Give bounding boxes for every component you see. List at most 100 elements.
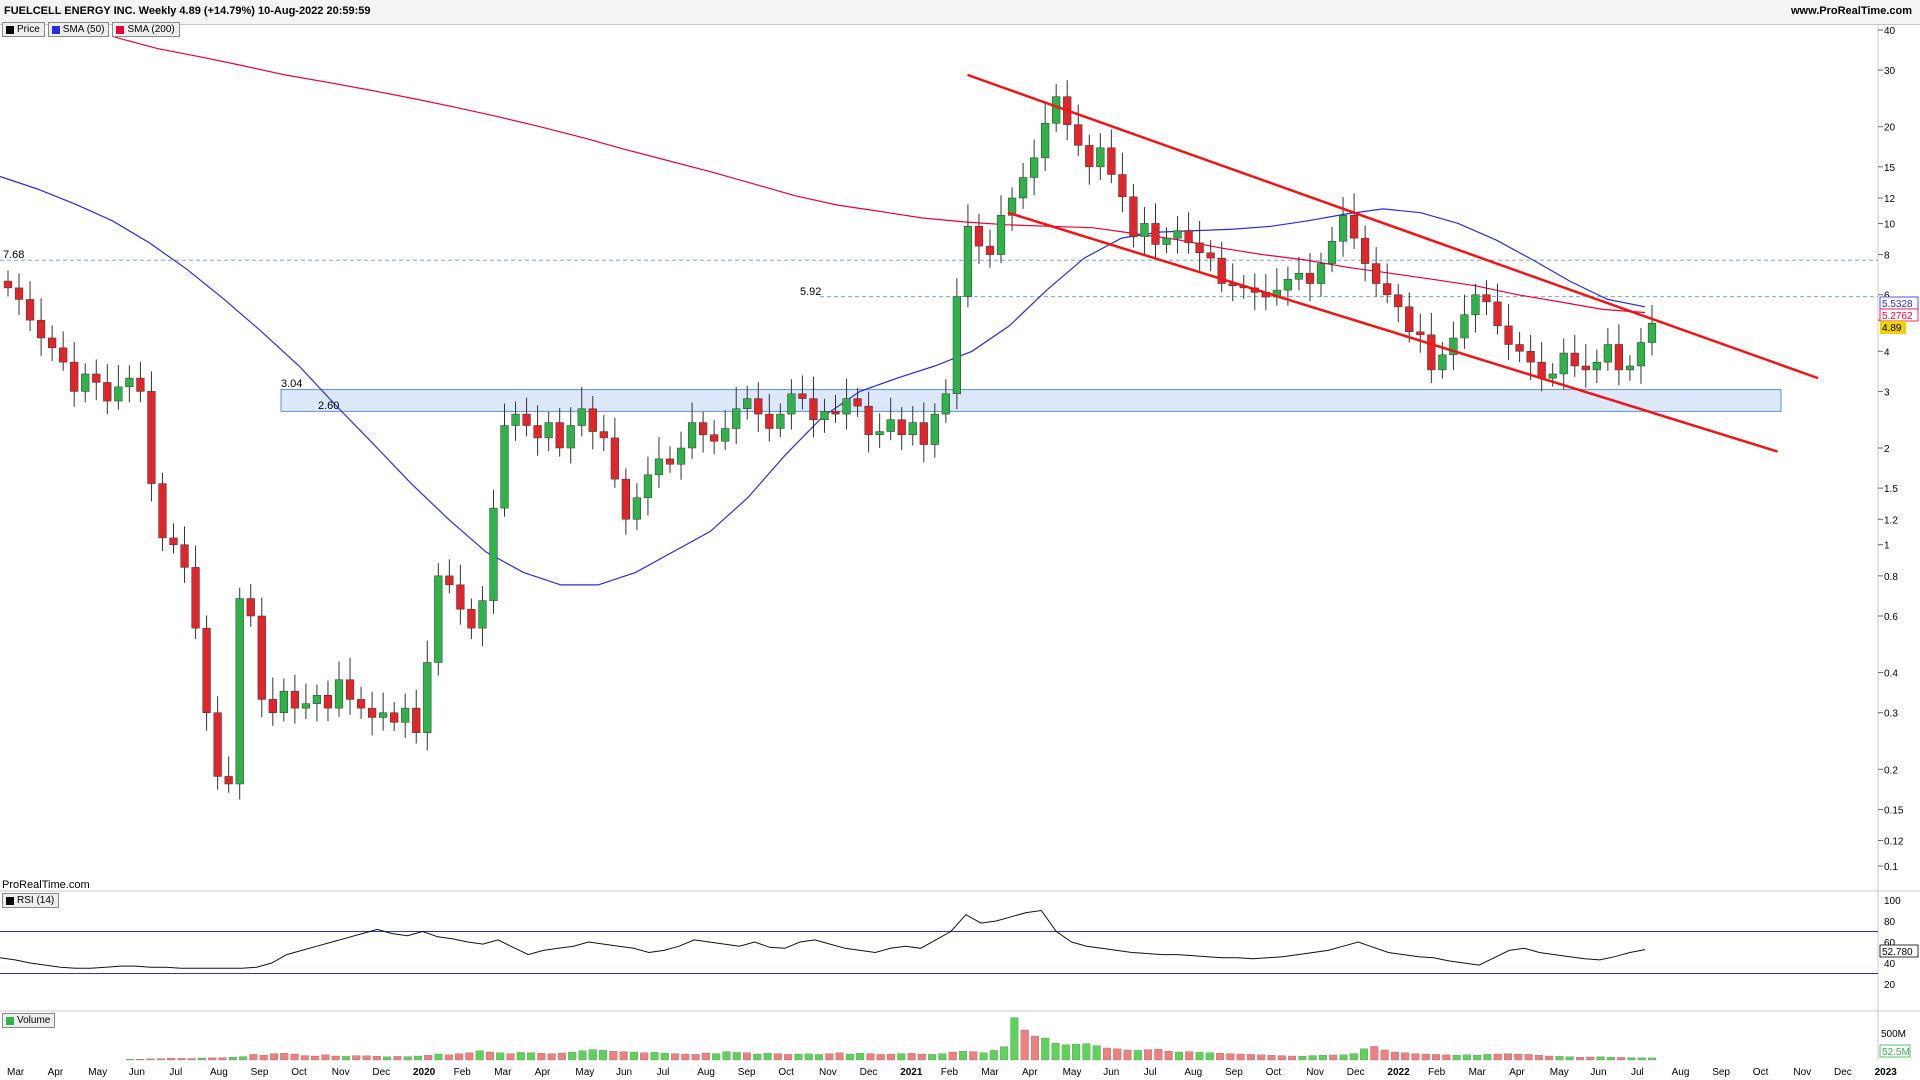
volume-bar	[1596, 1056, 1605, 1061]
volume-bar	[969, 1051, 978, 1061]
candle-down	[599, 431, 608, 439]
month-label: Jul	[1144, 1067, 1157, 1078]
candle-down	[1504, 325, 1513, 345]
rsi-label-text: RSI (14)	[17, 895, 55, 906]
last-price-tag: 4.89	[1882, 323, 1902, 334]
legend-sma200[interactable]: SMA (200)	[112, 22, 180, 37]
volume-bar	[1308, 1055, 1317, 1061]
volume-bar	[455, 1053, 464, 1061]
volume-bar	[1257, 1054, 1266, 1061]
volume-bar	[1113, 1048, 1122, 1061]
rsi-tick-label: 80	[1884, 917, 1896, 928]
candle-up	[544, 422, 553, 439]
volume-bar	[886, 1053, 896, 1061]
candle-down	[974, 226, 984, 247]
volume-bar	[979, 1052, 988, 1061]
legend-sma50[interactable]: SMA (50)	[47, 22, 110, 37]
volume-bar	[856, 1053, 865, 1061]
month-label: Dec	[1347, 1067, 1365, 1078]
volume-bar	[845, 1053, 854, 1061]
candle-up	[1460, 314, 1469, 339]
rsi-line	[0, 909, 1646, 969]
price-tick-label: 0.3	[1884, 709, 1898, 720]
candle-down	[1349, 215, 1359, 239]
volume-bar	[331, 1055, 340, 1061]
month-label: Jul	[1631, 1067, 1644, 1078]
volume-bar	[1082, 1043, 1091, 1061]
volume-bar	[1432, 1054, 1441, 1061]
rsi-swatch	[6, 896, 14, 905]
support-zone	[280, 389, 1782, 412]
price-tick-label: 4	[1884, 347, 1890, 358]
volume-bar	[1493, 1053, 1502, 1061]
month-label: Apr	[1509, 1067, 1525, 1078]
candle-up	[941, 393, 950, 415]
month-label: Nov	[332, 1067, 350, 1078]
volume-bar	[537, 1053, 546, 1061]
volume-bar	[156, 1058, 165, 1061]
candle-down	[3, 280, 13, 289]
candle-down	[180, 544, 189, 568]
volume-bar	[1030, 1035, 1039, 1061]
candle-up	[1007, 197, 1017, 216]
candle-up	[875, 431, 884, 435]
volume-tick: 500M	[1881, 1029, 1906, 1040]
candle-down	[1416, 331, 1425, 336]
site-link[interactable]: www.ProRealTime.com	[1790, 5, 1912, 17]
volume-bar	[434, 1053, 443, 1061]
price-tick-label: 10	[1884, 219, 1896, 230]
candle-down	[59, 347, 68, 363]
candle-down	[809, 398, 818, 420]
candle-up	[1018, 177, 1028, 199]
month-label: Oct	[291, 1067, 307, 1078]
rsi-tick-label: 60	[1884, 938, 1896, 949]
volume-bar	[1421, 1053, 1430, 1061]
volume-bar	[300, 1055, 309, 1061]
legend-price-label: Price	[17, 24, 40, 35]
volume-bar	[125, 1059, 135, 1061]
price-tick-label: 1.5	[1884, 484, 1898, 495]
candle-up	[842, 398, 851, 415]
volume-bar	[1606, 1057, 1615, 1061]
candle-up	[676, 447, 686, 465]
chart-header: FUELCELL ENERGY INC. Weekly 4.89 (+14.79…	[0, 0, 1920, 25]
candle-up	[1559, 352, 1568, 375]
sma200-tag: 5.2762	[1882, 311, 1913, 322]
rsi-panel-label[interactable]: RSI (14)	[2, 893, 60, 908]
candle-down	[257, 615, 266, 700]
volume-bar	[938, 1053, 947, 1061]
candle-down	[1118, 174, 1127, 198]
volume-bar	[1041, 1037, 1050, 1061]
volume-bar	[989, 1050, 998, 1061]
candle-up	[721, 428, 730, 442]
legend-price[interactable]: Price	[2, 22, 45, 37]
sma50-tag: 5.5328	[1882, 299, 1913, 310]
candle-down	[798, 393, 807, 399]
volume-bar	[146, 1058, 155, 1061]
volume-value-tag-bg	[1879, 1044, 1911, 1058]
volume-bar	[1360, 1048, 1369, 1061]
volume-bar	[825, 1053, 834, 1061]
volume-value-tag: 52.5M	[1882, 1047, 1910, 1058]
volume-bar	[1401, 1052, 1410, 1061]
volume-bar	[1339, 1054, 1348, 1061]
month-label: Sep	[1225, 1067, 1243, 1078]
volume-bar	[1586, 1056, 1595, 1061]
volume-bar	[1349, 1053, 1358, 1061]
volume-bar	[1565, 1056, 1574, 1061]
channel-lower-line	[1007, 211, 1778, 453]
volume-bar	[1524, 1054, 1533, 1061]
candle-down	[1383, 283, 1392, 295]
candle-down	[1482, 294, 1491, 303]
volume-panel-label[interactable]: Volume	[2, 1013, 56, 1028]
volume-bar	[1318, 1055, 1327, 1061]
month-label: Aug	[1672, 1067, 1690, 1078]
candle-down	[919, 422, 928, 445]
volume-bar	[1298, 1056, 1307, 1061]
price-tick-label: 20	[1884, 123, 1896, 134]
candle-down	[1085, 145, 1094, 168]
sma200-swatch	[116, 25, 125, 34]
month-label: Oct	[778, 1067, 794, 1078]
month-label: Dec	[1834, 1067, 1852, 1078]
